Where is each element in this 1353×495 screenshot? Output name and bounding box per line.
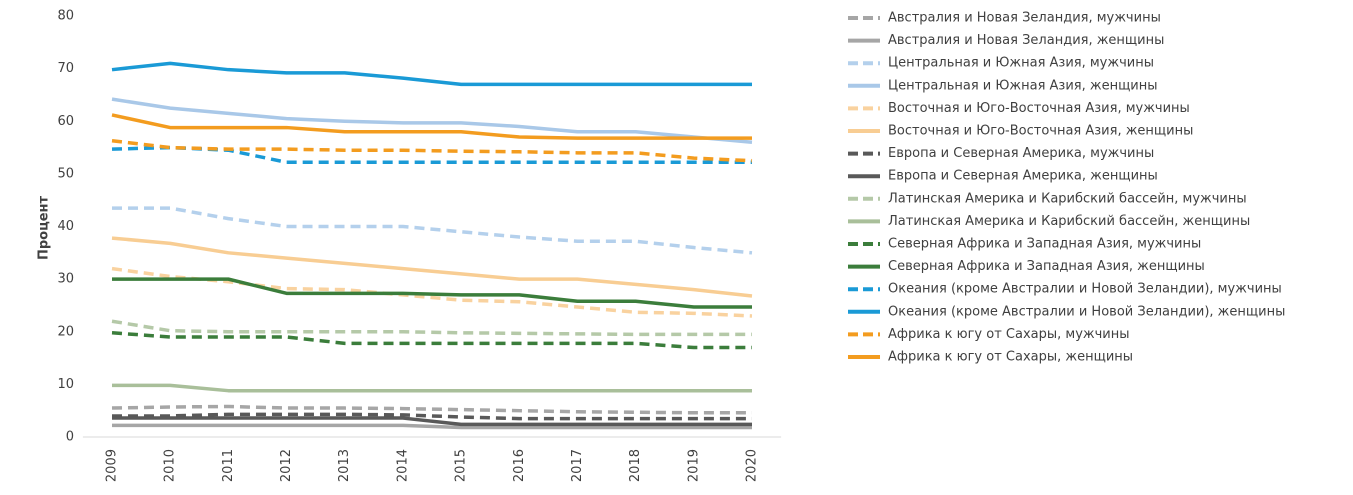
series-line	[111, 138, 753, 163]
legend-label: Африка к югу от Сахары, мужчины	[888, 327, 1130, 342]
legend-label: Центральная и Южная Азия, мужчины	[888, 56, 1154, 71]
y-tick-label: 20	[57, 324, 74, 339]
y-tick-label: 10	[57, 377, 74, 392]
legend-label: Африка к югу от Сахары, женщины	[888, 350, 1133, 365]
legend-label: Европа и Северная Америка, женщины	[888, 169, 1158, 184]
y-tick-label: 30	[57, 272, 74, 287]
legend-label: Восточная и Юго-Восточная Азия, женщины	[888, 124, 1193, 139]
series-line	[111, 404, 752, 415]
x-tick-label: 2018	[628, 449, 643, 482]
y-tick-label: 0	[66, 430, 74, 445]
series-line	[112, 383, 752, 393]
y-tick-label: 70	[57, 61, 74, 76]
y-tick-label: 80	[57, 9, 74, 24]
legend-label: Северная Африка и Западная Азия, женщины	[888, 259, 1205, 274]
x-tick-label: 2014	[395, 449, 410, 482]
series-line	[111, 113, 752, 140]
y-axis-label: Процент	[37, 195, 52, 260]
series-line	[112, 416, 752, 427]
series-line	[112, 423, 752, 430]
x-tick-label: 2015	[454, 449, 469, 482]
legend-label: Латинская Америка и Карибский бассейн, м…	[888, 191, 1247, 206]
series-line	[112, 277, 752, 309]
x-tick-label: 2013	[337, 449, 352, 482]
x-tick-label: 2019	[686, 449, 701, 482]
series-line	[111, 266, 753, 318]
legend-label: Северная Африка и Западная Азия, мужчины	[888, 237, 1201, 252]
legend-label: Австралия и Новая Зеландия, мужчины	[888, 11, 1161, 26]
x-tick-label: 2017	[570, 449, 585, 482]
series-line	[112, 206, 753, 255]
legend-label: Океания (кроме Австралии и Новой Зеланди…	[888, 282, 1282, 297]
x-tick-label: 2012	[279, 449, 294, 482]
y-tick-label: 60	[57, 114, 74, 129]
legend-label: Восточная и Юго-Восточная Азия, мужчины	[888, 101, 1190, 116]
legend-label: Европа и Северная Америка, мужчины	[888, 146, 1154, 161]
legend-label: Центральная и Южная Азия, женщины	[888, 78, 1158, 93]
legend-label: Океания (кроме Австралии и Новой Зеланди…	[888, 304, 1285, 319]
x-tick-label: 2011	[221, 449, 236, 482]
series-line	[112, 412, 752, 421]
series-line	[111, 61, 752, 87]
legend-label: Латинская Америка и Карибский бассейн, ж…	[888, 214, 1250, 229]
series-line	[111, 145, 752, 165]
x-tick-label: 2010	[163, 449, 178, 482]
y-tick-label: 40	[57, 219, 74, 234]
legend-label: Австралия и Новая Зеландия, женщины	[888, 33, 1164, 48]
series-line	[111, 236, 753, 298]
x-tick-label: 2020	[745, 449, 760, 482]
x-tick-label: 2016	[512, 449, 527, 482]
series-line	[111, 97, 753, 145]
x-tick-label: 2009	[105, 449, 120, 482]
series-line	[111, 331, 752, 350]
y-tick-label: 50	[57, 166, 74, 181]
series-line	[111, 319, 752, 337]
